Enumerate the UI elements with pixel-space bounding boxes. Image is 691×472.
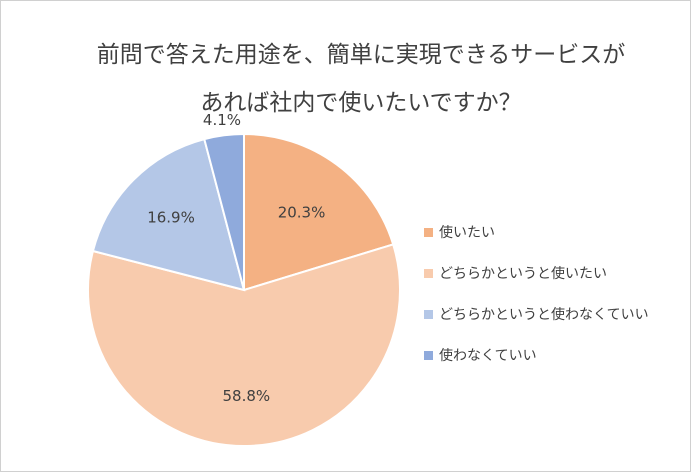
pie-slice-2 — [87, 243, 401, 447]
pie-slice-3 — [91, 137, 246, 292]
legend-swatch — [424, 309, 433, 319]
legend-item-1: 使いたい — [424, 222, 684, 242]
pie-data-labels: 20.3% 58.8% 16.9% 4.1% — [147, 111, 325, 405]
legend-swatch — [424, 350, 433, 360]
chart-title-line-2: あれば社内で使いたいですか？ — [200, 90, 522, 116]
legend-label: どちらかというと使いたい — [439, 266, 607, 282]
legend-item-4: 使わなくていい — [424, 345, 684, 365]
legend-swatch — [424, 227, 433, 237]
chart-title: 前問で答えた用途を、簡単に実現できるサービスが あれば社内で使いたいですか？ — [81, 31, 641, 127]
legend-label: どちらかというと使わなくていい — [439, 307, 649, 323]
pie-label-4: 4.1% — [203, 111, 241, 129]
legend-label: 使いたい — [439, 225, 495, 241]
legend-item-3: どちらかというと使わなくていい — [424, 304, 684, 324]
pie-label-3: 16.9% — [147, 208, 195, 226]
legend-swatch — [424, 268, 433, 278]
pie-label-1: 20.3% — [278, 203, 326, 221]
chart-title-line-1: 前問で答えた用途を、簡単に実現できるサービスが — [96, 42, 626, 68]
legend-label: 使わなくていい — [439, 348, 537, 364]
pie-label-2: 58.8% — [223, 387, 271, 405]
legend-item-2: どちらかというと使いたい — [424, 263, 684, 283]
pie-slices — [87, 132, 401, 447]
pie-slice-1 — [243, 132, 395, 292]
pie-slice-4 — [203, 132, 245, 291]
chart-legend: 使いたいどちらかというと使いたいどちらかというと使わなくていい 使わなくていい — [424, 222, 684, 386]
